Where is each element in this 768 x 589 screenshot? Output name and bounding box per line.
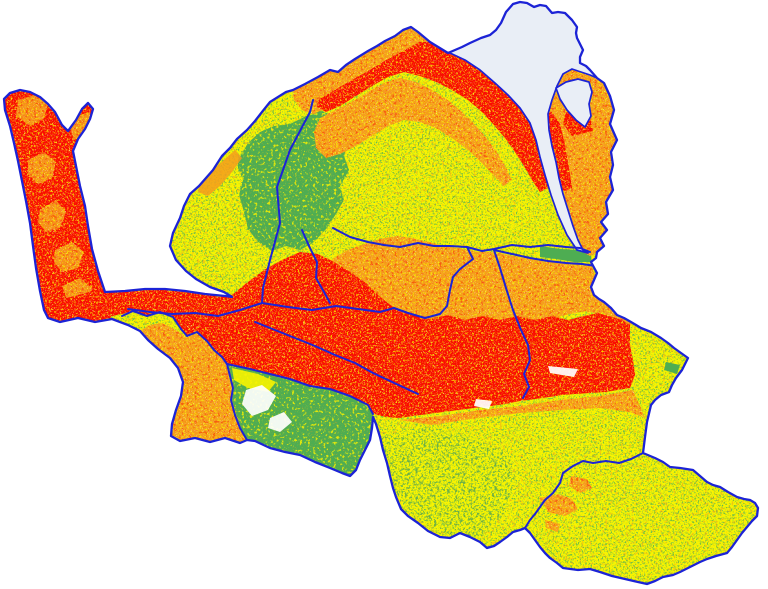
boundary-west-short xyxy=(301,229,331,304)
boundary-north-branch xyxy=(393,246,474,319)
boundary-southeast-lobe xyxy=(524,452,644,529)
boundary-southwest-lobe-east xyxy=(121,310,248,441)
boundary-central-descending xyxy=(493,249,531,399)
boundary-green-lobe-north xyxy=(226,363,374,415)
boundary-northwest-vertical xyxy=(261,99,314,304)
boundary-belt-top xyxy=(127,302,395,317)
boundary-belt-diagonal xyxy=(254,321,419,395)
boundary-green-band-south xyxy=(493,249,597,267)
